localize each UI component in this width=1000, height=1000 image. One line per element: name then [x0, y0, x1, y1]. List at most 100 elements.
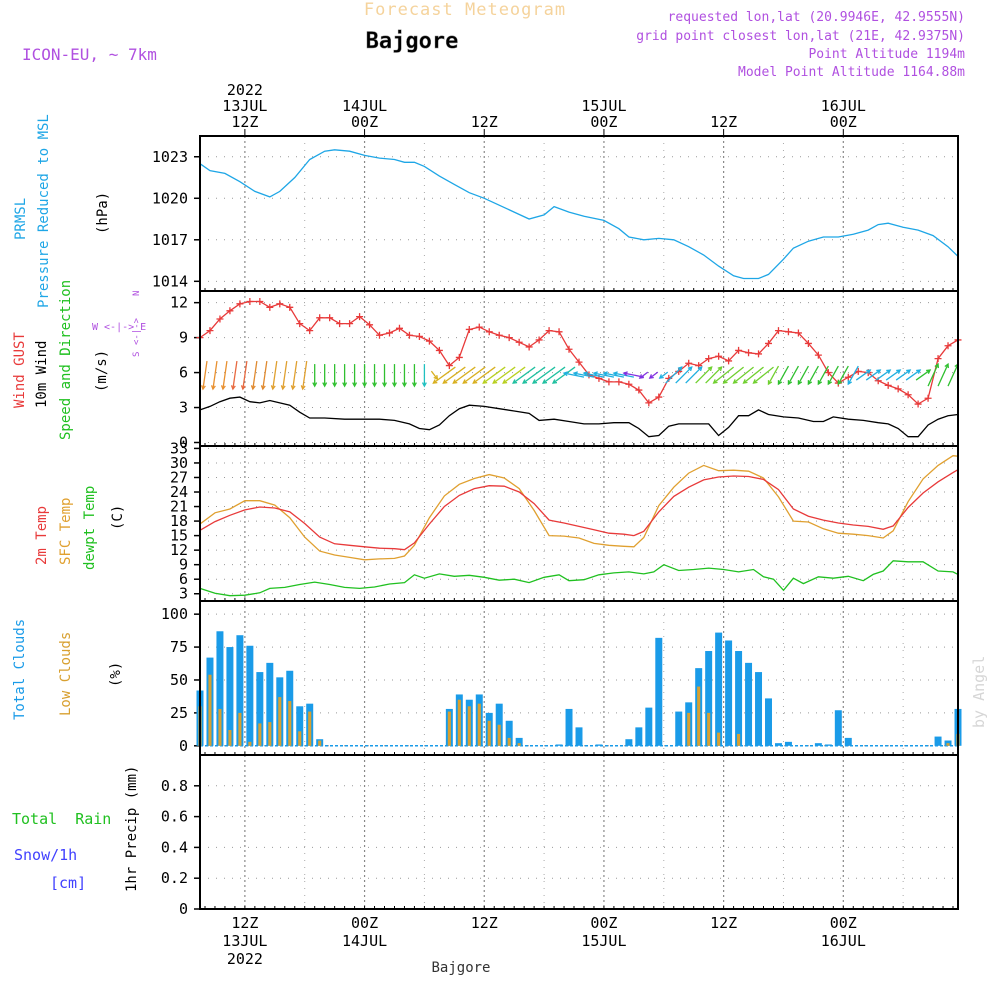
wind-gust-marker	[715, 352, 723, 360]
wind-direction-arrow	[242, 360, 248, 390]
precip-ytick-label: 0.2	[161, 869, 188, 887]
wind-gust-marker	[635, 386, 643, 394]
wind-direction-arrow	[552, 366, 576, 384]
wind-direction-arrowhead	[411, 382, 417, 388]
wind-direction-arrowhead	[866, 369, 872, 374]
wind-direction-arrow	[482, 366, 506, 384]
wind-direction-arrow	[442, 366, 466, 384]
wind-gust-marker	[934, 355, 942, 363]
wind-direction-arrow	[583, 372, 605, 378]
total-clouds-bar	[755, 672, 763, 746]
top-axis-label: 12Z	[231, 113, 258, 131]
wind-gust-marker	[296, 320, 304, 328]
wind-direction-arrow	[272, 360, 278, 390]
wind-direction-arrowhead	[687, 366, 693, 372]
wind-direction-arrow	[855, 369, 871, 381]
snow-label: Snow/1h	[14, 846, 77, 864]
wind-10m-line	[199, 396, 959, 438]
wind-direction-arrowhead	[332, 382, 338, 388]
wind-direction-arrowhead	[612, 371, 618, 377]
grid-coords: grid point closest lon,lat (21E, 42.9375…	[636, 29, 965, 44]
wind-direction-arrow	[665, 366, 683, 384]
low-clouds-bar	[517, 743, 521, 746]
wind-gust-marker	[415, 332, 423, 340]
wind-direction-arrowhead	[312, 382, 318, 388]
precip-ytick-label: 0.8	[161, 777, 188, 795]
wind-direction-arrowhead	[382, 382, 388, 388]
wind-gust-marker	[774, 327, 782, 335]
temp-labels: 2m Temp SFC Temp dewpt Temp (C)	[34, 486, 126, 570]
snow-unit-label: [cm]	[50, 874, 86, 892]
wind-gust-marker	[366, 321, 374, 329]
wind-gust-marker	[804, 339, 812, 347]
wind-direction-arrowhead	[707, 366, 713, 372]
temp-ytick-label: 12	[170, 541, 188, 559]
wind-direction-arrowhead	[300, 385, 306, 391]
wind-direction-arrowhead	[240, 385, 246, 391]
total-clouds-bar	[595, 744, 603, 746]
compass-south: S	[132, 352, 142, 357]
wind-gust-marker	[386, 329, 393, 337]
requested-coords: requested lon,lat (20.9946E, 42.9555N)	[668, 10, 965, 25]
low-clouds-bar	[318, 740, 322, 746]
wind-direction-arrow	[222, 360, 228, 390]
wind-direction-arrow	[875, 369, 891, 381]
location-title: Bajgore	[366, 29, 459, 54]
faded-title: Forecast Meteogram	[364, 0, 566, 20]
sfc-temp-line	[199, 455, 959, 561]
temp-ytick-label: 18	[170, 512, 188, 530]
low-clouds-bar	[308, 711, 312, 746]
low-clouds-bar	[946, 743, 950, 746]
precip-ytick-label: 0.6	[161, 808, 188, 826]
total-clouds-label: Total Clouds	[12, 619, 28, 720]
low-clouds-bar	[228, 729, 232, 746]
pressure-ytick-label: 1020	[152, 189, 188, 207]
wind-gust-marker	[395, 324, 403, 332]
low-clouds-bar	[208, 674, 212, 746]
wind-direction-arrow	[522, 366, 546, 384]
bottom-axis-label: 2022	[227, 950, 263, 968]
wind-speed-dir-label: Speed and Direction	[58, 280, 74, 440]
total-clouds-bar	[226, 647, 234, 746]
footer-location: Bajgore	[431, 960, 490, 976]
wind-gust-marker	[286, 303, 294, 311]
wind-direction-arrowhead	[200, 385, 206, 391]
wind-gust-label: Wind GUST	[12, 332, 28, 408]
low-clouds-bar	[717, 732, 721, 746]
point-altitude: Point Altitude 1194m	[808, 47, 965, 62]
wind-gust-marker	[405, 331, 413, 339]
dewpt-temp-line	[199, 560, 959, 597]
wind-gust-marker	[216, 315, 224, 323]
total-clouds-bar	[774, 743, 782, 746]
wind-gust-marker	[435, 346, 443, 354]
wind-direction-arrowhead	[944, 362, 949, 369]
wind-direction-arrowhead	[492, 379, 498, 384]
clouds-ytick-label: 25	[170, 704, 188, 722]
wind-direction-arrowhead	[886, 369, 892, 374]
wind-gust-marker	[884, 381, 892, 389]
wind-direction-arrow	[202, 360, 208, 390]
total-clouds-bar	[944, 740, 952, 746]
wind-direction-arrowhead	[677, 366, 683, 372]
wind-direction-arrow	[282, 360, 288, 390]
wind-ytick-label: 6	[179, 364, 188, 382]
bottom-axis-label: 00Z	[351, 914, 378, 932]
wind-ytick-label: 12	[170, 294, 188, 312]
compass-north: N	[132, 291, 142, 296]
wind-direction-arrowhead	[572, 371, 578, 377]
wind-direction-arrow	[212, 360, 218, 390]
wind-gust-marker	[725, 357, 733, 365]
wind-gust-marker	[525, 343, 533, 351]
wind-direction-arrowhead	[452, 379, 458, 384]
total-clouds-bar	[625, 739, 633, 746]
wind-direction-arrow	[895, 369, 911, 381]
precip-ytick-label: 0	[179, 900, 188, 918]
wind-direction-arrowhead	[250, 385, 256, 391]
wind-gust-marker	[685, 359, 693, 367]
total-clouds-bar	[814, 743, 822, 746]
bottom-axis-label: 12Z	[710, 914, 737, 932]
temp-dewpt-label: dewpt Temp	[82, 486, 98, 570]
total-clouds-bar	[505, 720, 513, 746]
wind-direction-arrowhead	[732, 379, 738, 384]
temp-ytick-label: 15	[170, 527, 188, 545]
